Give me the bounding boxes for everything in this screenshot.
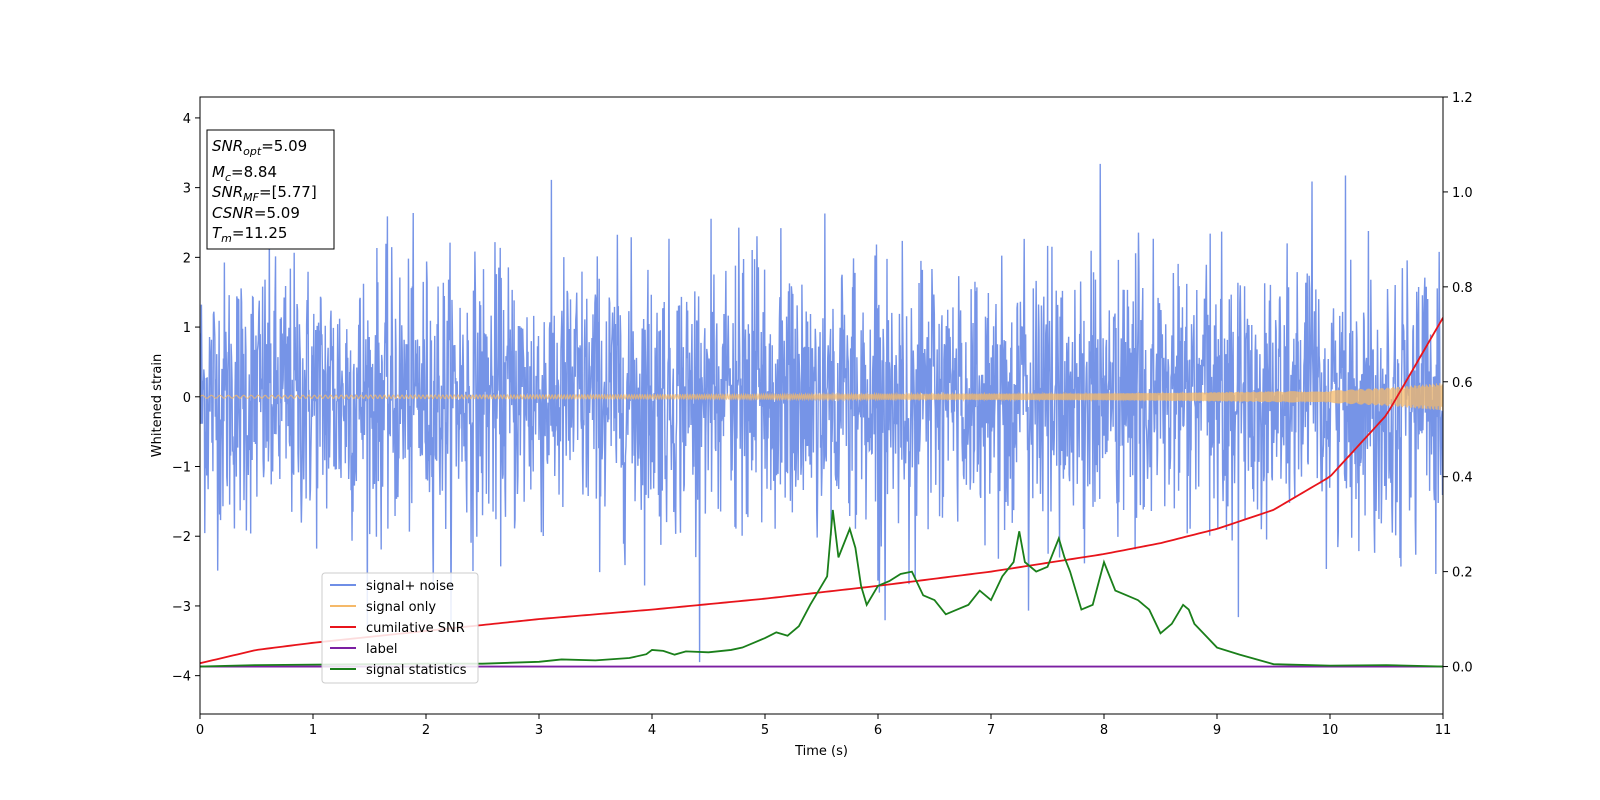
info-line: Tm=11.25 [212, 224, 287, 245]
x-tick-label: 5 [761, 723, 769, 738]
y-right-tick-label: 0.2 [1452, 566, 1473, 581]
y-left-tick-label: 3 [183, 182, 191, 197]
y-right-tick-label: 0.0 [1452, 661, 1473, 676]
x-tick-label: 1 [309, 723, 317, 738]
y-right-tick-label: 0.6 [1452, 376, 1473, 391]
x-tick-label: 4 [648, 723, 656, 738]
x-axis-label: Time (s) [794, 744, 848, 759]
legend: signal+ noise signal only cumilative SNR la… [321, 572, 479, 684]
x-tick-label: 2 [422, 723, 430, 738]
x-tick-label: 6 [874, 723, 882, 738]
legend-frame [321, 572, 479, 684]
legend-entry-label: signal only [366, 600, 436, 615]
y-right-tick-label: 1.2 [1452, 91, 1473, 106]
y-right-tick-label: 1.0 [1452, 186, 1473, 201]
x-tick-label: 10 [1322, 723, 1339, 738]
info-line: SNRopt=5.09 [212, 137, 307, 158]
series-signal-only [200, 383, 1443, 411]
legend-entry-label: label [366, 642, 397, 657]
legend-entry-label: cumilative SNR [366, 621, 465, 636]
plot-frame [199, 96, 1444, 715]
x-tick-label: 0 [196, 723, 204, 738]
info-box-frame [206, 129, 335, 250]
y-right-tick-label: 0.4 [1452, 471, 1473, 486]
y-right-tick-label: 0.8 [1452, 281, 1473, 296]
x-tick-label: 8 [1100, 723, 1108, 738]
info-line: SNRMF=[5.77] [212, 183, 317, 204]
x-tick-label: 11 [1435, 723, 1452, 738]
y-left-tick-label: 0 [183, 391, 191, 406]
y-left-tick-label: 4 [183, 112, 191, 127]
y-left-tick-label: 1 [183, 321, 191, 336]
x-tick-label: 9 [1213, 723, 1221, 738]
x-tick-label: 7 [987, 723, 995, 738]
y-left-tick-label: 2 [183, 251, 191, 266]
info-line: Mc=8.84 [212, 163, 277, 184]
axes: 0 1 2 3 4 5 6 7 8 9 10 11 −4 −3 −2 −1 0 1 2 3 4 0.0 0.2 0.4 0.6 0… [150, 91, 1473, 759]
y-axis-label: Whitened strain [150, 354, 165, 457]
info-line: CSNR=5.09 [212, 204, 300, 222]
legend-entry-label: signal statistics [366, 663, 467, 678]
legend-entry-label: signal+ noise [366, 579, 454, 594]
y-left-tick-label: −4 [172, 670, 191, 685]
series-signal-noise [200, 163, 1443, 663]
x-tick-label: 3 [535, 723, 543, 738]
y-left-tick-label: −3 [172, 600, 191, 615]
y-left-tick-label: −2 [172, 530, 191, 545]
y-left-tick-label: −1 [172, 461, 191, 476]
series-signal-statistics [200, 509, 1443, 668]
